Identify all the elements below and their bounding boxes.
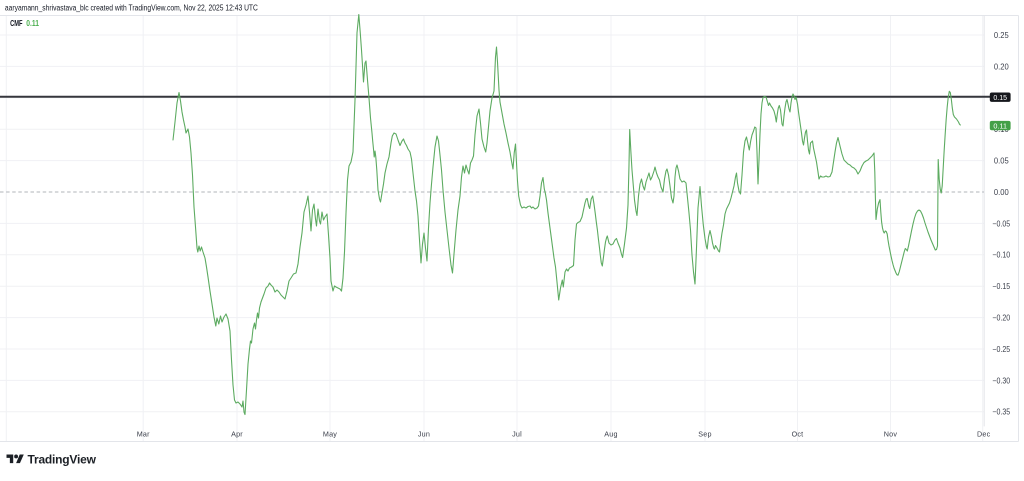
- svg-text:TradingView: TradingView: [28, 452, 97, 466]
- svg-text:CMF: CMF: [10, 18, 22, 28]
- svg-text:Nov: Nov: [884, 430, 898, 439]
- svg-text:−0.10: −0.10: [992, 251, 1010, 260]
- svg-text:0.25: 0.25: [994, 31, 1009, 40]
- svg-text:Jul: Jul: [512, 430, 522, 439]
- svg-text:−0.05: −0.05: [992, 219, 1010, 228]
- svg-text:Oct: Oct: [792, 430, 804, 439]
- svg-text:0.05: 0.05: [994, 157, 1009, 166]
- svg-text:May: May: [323, 430, 337, 439]
- svg-text:0.20: 0.20: [994, 62, 1009, 71]
- svg-text:−0.25: −0.25: [992, 345, 1010, 354]
- svg-text:−0.20: −0.20: [992, 314, 1010, 323]
- svg-text:0.11: 0.11: [993, 123, 1007, 130]
- svg-text:aaryamann_shrivastava_blc crea: aaryamann_shrivastava_blc created with T…: [5, 4, 258, 13]
- svg-text:−0.35: −0.35: [992, 408, 1010, 417]
- svg-text:−0.30: −0.30: [992, 376, 1010, 385]
- svg-text:Mar: Mar: [137, 430, 150, 439]
- svg-text:0.00: 0.00: [994, 188, 1009, 197]
- svg-text:Dec: Dec: [977, 430, 991, 439]
- svg-text:Aug: Aug: [604, 430, 617, 439]
- svg-text:0.15: 0.15: [993, 95, 1007, 102]
- svg-text:Sep: Sep: [698, 430, 711, 439]
- svg-text:Jun: Jun: [418, 430, 430, 439]
- svg-text:−0.15: −0.15: [992, 282, 1010, 291]
- svg-text:Apr: Apr: [231, 430, 243, 439]
- svg-text:0.11: 0.11: [26, 18, 39, 28]
